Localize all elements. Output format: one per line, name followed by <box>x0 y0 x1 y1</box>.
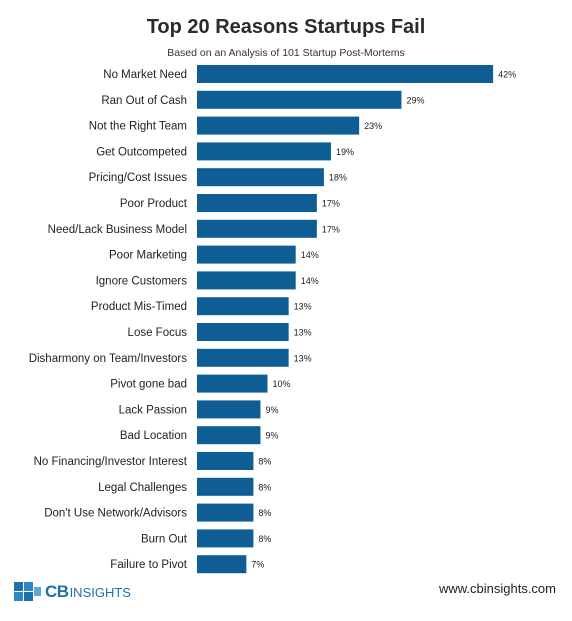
value-label: 42% <box>498 70 516 80</box>
value-label: 13% <box>294 353 312 363</box>
chart-subtitle: Based on an Analysis of 101 Startup Post… <box>167 47 405 59</box>
category-label: Product Mis-Timed <box>91 301 187 313</box>
bar <box>197 245 296 264</box>
value-label: 18% <box>329 173 347 183</box>
category-label: Not the Right Team <box>89 121 187 133</box>
value-label: 8% <box>258 457 271 467</box>
category-label: Ignore Customers <box>96 275 188 287</box>
bar <box>197 503 254 522</box>
value-label: 10% <box>273 379 291 389</box>
bar <box>197 348 289 367</box>
category-label: Pivot gone bad <box>110 379 187 391</box>
value-label: 17% <box>322 224 340 234</box>
value-label: 23% <box>364 121 382 131</box>
category-label: Lack Passion <box>119 404 187 416</box>
value-label: 9% <box>265 405 278 415</box>
value-label: 14% <box>301 250 319 260</box>
category-label: Bad Location <box>120 430 187 442</box>
bar <box>197 426 261 445</box>
value-label: 29% <box>406 95 424 105</box>
chart-title: Top 20 Reasons Startups Fail <box>146 16 426 38</box>
bar <box>197 116 360 135</box>
value-label: 17% <box>322 199 340 209</box>
category-label: Ran Out of Cash <box>101 95 187 107</box>
value-label: 8% <box>258 508 271 518</box>
value-label: 8% <box>258 534 271 544</box>
category-label: No Financing/Investor Interest <box>34 456 188 468</box>
cb-insights-logo: CB INSIGHTS <box>14 580 131 604</box>
bar <box>197 90 402 109</box>
bar <box>197 271 296 290</box>
bar <box>197 297 289 316</box>
category-label: Poor Product <box>120 198 188 210</box>
bar <box>197 452 254 470</box>
logo-text-cb: CB <box>45 582 69 601</box>
category-label: Burn Out <box>141 533 188 545</box>
value-label: 8% <box>258 482 271 492</box>
category-label: Get Outcompeted <box>96 146 187 158</box>
category-label: Need/Lack Business Model <box>48 224 187 236</box>
value-label: 19% <box>336 147 354 157</box>
bar <box>197 555 247 574</box>
category-label: Pricing/Cost Issues <box>89 172 188 184</box>
bar <box>197 194 317 212</box>
bar <box>197 219 317 238</box>
value-label: 7% <box>251 560 264 570</box>
category-label: No Market Need <box>103 69 187 81</box>
bar <box>197 323 289 341</box>
source-url: www.cbinsights.com <box>438 581 556 596</box>
bar <box>197 477 254 496</box>
value-label: 14% <box>301 276 319 286</box>
category-label: Don't Use Network/Advisors <box>44 508 187 520</box>
bar <box>197 529 254 548</box>
value-label: 9% <box>265 431 278 441</box>
category-label: Disharmony on Team/Investors <box>29 353 188 365</box>
category-label: Lose Focus <box>128 327 188 339</box>
value-label: 13% <box>294 328 312 338</box>
value-label: 13% <box>294 302 312 312</box>
category-label: Poor Marketing <box>109 250 187 262</box>
bar <box>197 142 331 161</box>
logo-text-insights: INSIGHTS <box>69 584 131 600</box>
bar <box>197 65 494 83</box>
bar <box>197 168 324 187</box>
category-label: Legal Challenges <box>98 482 187 494</box>
bar <box>197 374 268 393</box>
category-label: Failure to Pivot <box>110 559 188 571</box>
bar <box>197 400 261 419</box>
cb-logo-icon <box>14 582 41 601</box>
